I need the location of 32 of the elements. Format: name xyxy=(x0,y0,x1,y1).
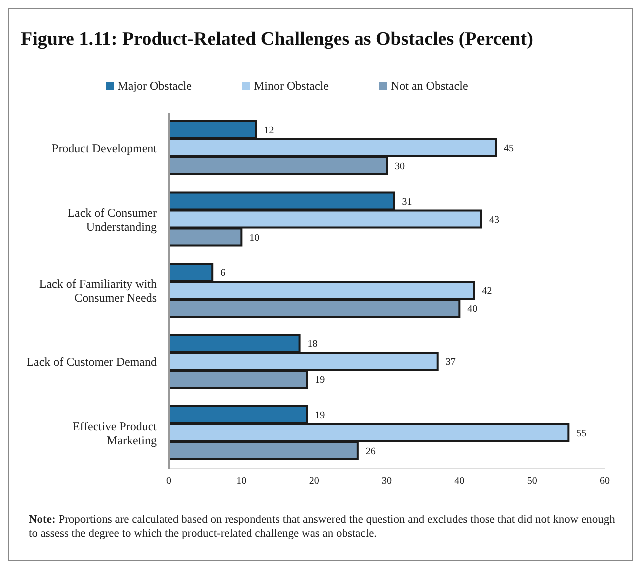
data-label: 45 xyxy=(504,144,514,155)
data-label: 10 xyxy=(250,232,260,244)
data-label: 18 xyxy=(308,339,318,350)
x-tick-label: 40 xyxy=(454,476,465,488)
data-label: 55 xyxy=(576,428,587,440)
x-tick-label: 30 xyxy=(382,476,392,488)
chart-title: Figure 1.11: Product-Related Challenges as Obstacles (Percent) xyxy=(21,29,534,51)
data-label: 43 xyxy=(489,214,500,226)
x-tick-label: 10 xyxy=(236,476,247,488)
y-tick-label: Lack of Consumer Understanding xyxy=(68,206,157,234)
y-tick-label: Product Development xyxy=(52,142,158,156)
text: Note: Proportions are calculated based on respondents that answered the question and excludes those that did not know enough to assess the degree to which the product-related challenge was an obstacle. xyxy=(29,513,616,541)
data-label: 19 xyxy=(315,375,326,386)
data-label: 42 xyxy=(482,286,492,297)
x-tick-label: 60 xyxy=(600,476,610,488)
data-label: 26 xyxy=(366,446,376,458)
x-tick-label: 20 xyxy=(309,476,320,488)
legend-label: Minor Obstacle xyxy=(254,79,329,93)
data-label: 30 xyxy=(395,162,405,173)
y-tick-label: Lack of Customer Demand xyxy=(26,355,157,370)
data-label: 6 xyxy=(220,268,226,279)
y-tick-label: Lack of Familiarity with Consumer Needs xyxy=(39,277,158,305)
x-tick-label: 50 xyxy=(527,476,538,488)
legend-label: Major Obstacle xyxy=(118,79,192,93)
data-label: 31 xyxy=(402,196,412,208)
legend-label: Not an Obstacle xyxy=(390,79,468,93)
data-label: 12 xyxy=(264,126,274,137)
data-label: 19 xyxy=(315,410,326,422)
data-label: 40 xyxy=(468,304,478,315)
y-tick-label: Effective Product Marketing xyxy=(72,419,158,448)
x-tick-label: 0 xyxy=(166,476,172,488)
data-label: 37 xyxy=(446,357,456,368)
